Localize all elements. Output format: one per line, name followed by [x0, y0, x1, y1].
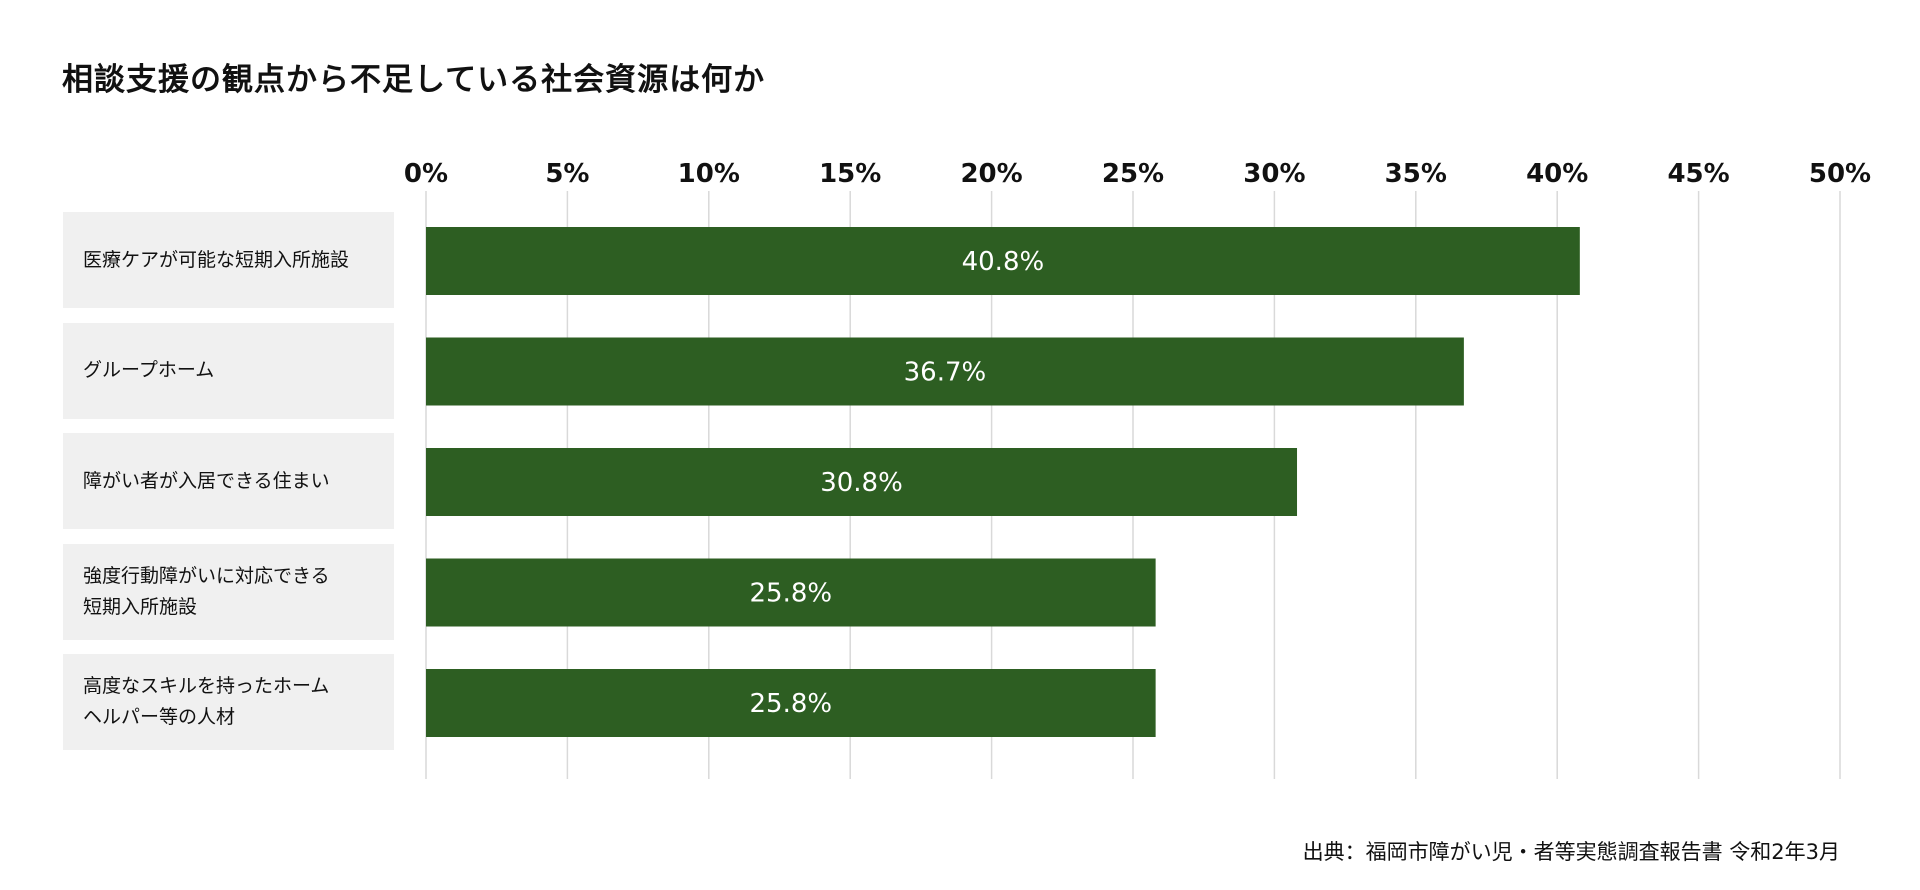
bar-data-label: 25.8% — [750, 689, 833, 719]
source-note: 出典：福岡市障がい児・者等実態調査報告書 令和2年3月 — [1302, 840, 1840, 864]
category-label-line: ヘルパー等の人材 — [83, 706, 236, 728]
x-tick-label: 10% — [678, 159, 740, 189]
x-tick-label: 25% — [1102, 159, 1164, 189]
bar — [426, 448, 1298, 516]
category-label-line: 障がい者が入居できる住まい — [83, 469, 330, 492]
bar — [426, 337, 1464, 406]
category-label-line: 医療ケアが可能な短期入所施設 — [83, 248, 350, 271]
category-label-line: グループホーム — [83, 359, 215, 381]
x-tick-label: 0% — [404, 159, 448, 189]
category-label-line: 短期入所施設 — [83, 595, 198, 618]
category-label: グループホーム — [63, 322, 394, 419]
category-label: 障がい者が入居できる住まい — [63, 433, 394, 529]
x-tick-label: 20% — [960, 159, 1022, 189]
bar-data-label: 30.8% — [820, 468, 903, 498]
chart-title: 相談支援の観点から不足している社会資源は何か — [62, 62, 766, 98]
bar — [426, 669, 1156, 737]
category-label: 高度なスキルを持ったホーム ヘルパー等の人材 — [63, 654, 394, 750]
category-label-line: 強度行動障がいに対応できる — [83, 564, 330, 587]
category-label-line: 高度なスキルを持ったホーム — [83, 675, 330, 697]
x-tick-label: 15% — [819, 159, 881, 189]
x-tick-label: 35% — [1385, 159, 1447, 189]
bar-data-label: 40.8% — [962, 247, 1045, 277]
bar-data-label: 36.7% — [904, 358, 987, 388]
bar — [426, 558, 1156, 627]
x-tick-label: 5% — [545, 159, 589, 189]
category-label: 医療ケアが可能な短期入所施設 — [63, 212, 394, 308]
category-label: 強度行動障がいに対応できる 短期入所施設 — [63, 543, 394, 640]
bar-data-label: 25.8% — [750, 579, 833, 609]
bar — [426, 227, 1580, 295]
x-tick-label: 45% — [1667, 159, 1729, 189]
x-tick-label: 30% — [1243, 159, 1305, 189]
x-tick-label: 40% — [1526, 159, 1588, 189]
x-tick-label: 50% — [1809, 159, 1871, 189]
